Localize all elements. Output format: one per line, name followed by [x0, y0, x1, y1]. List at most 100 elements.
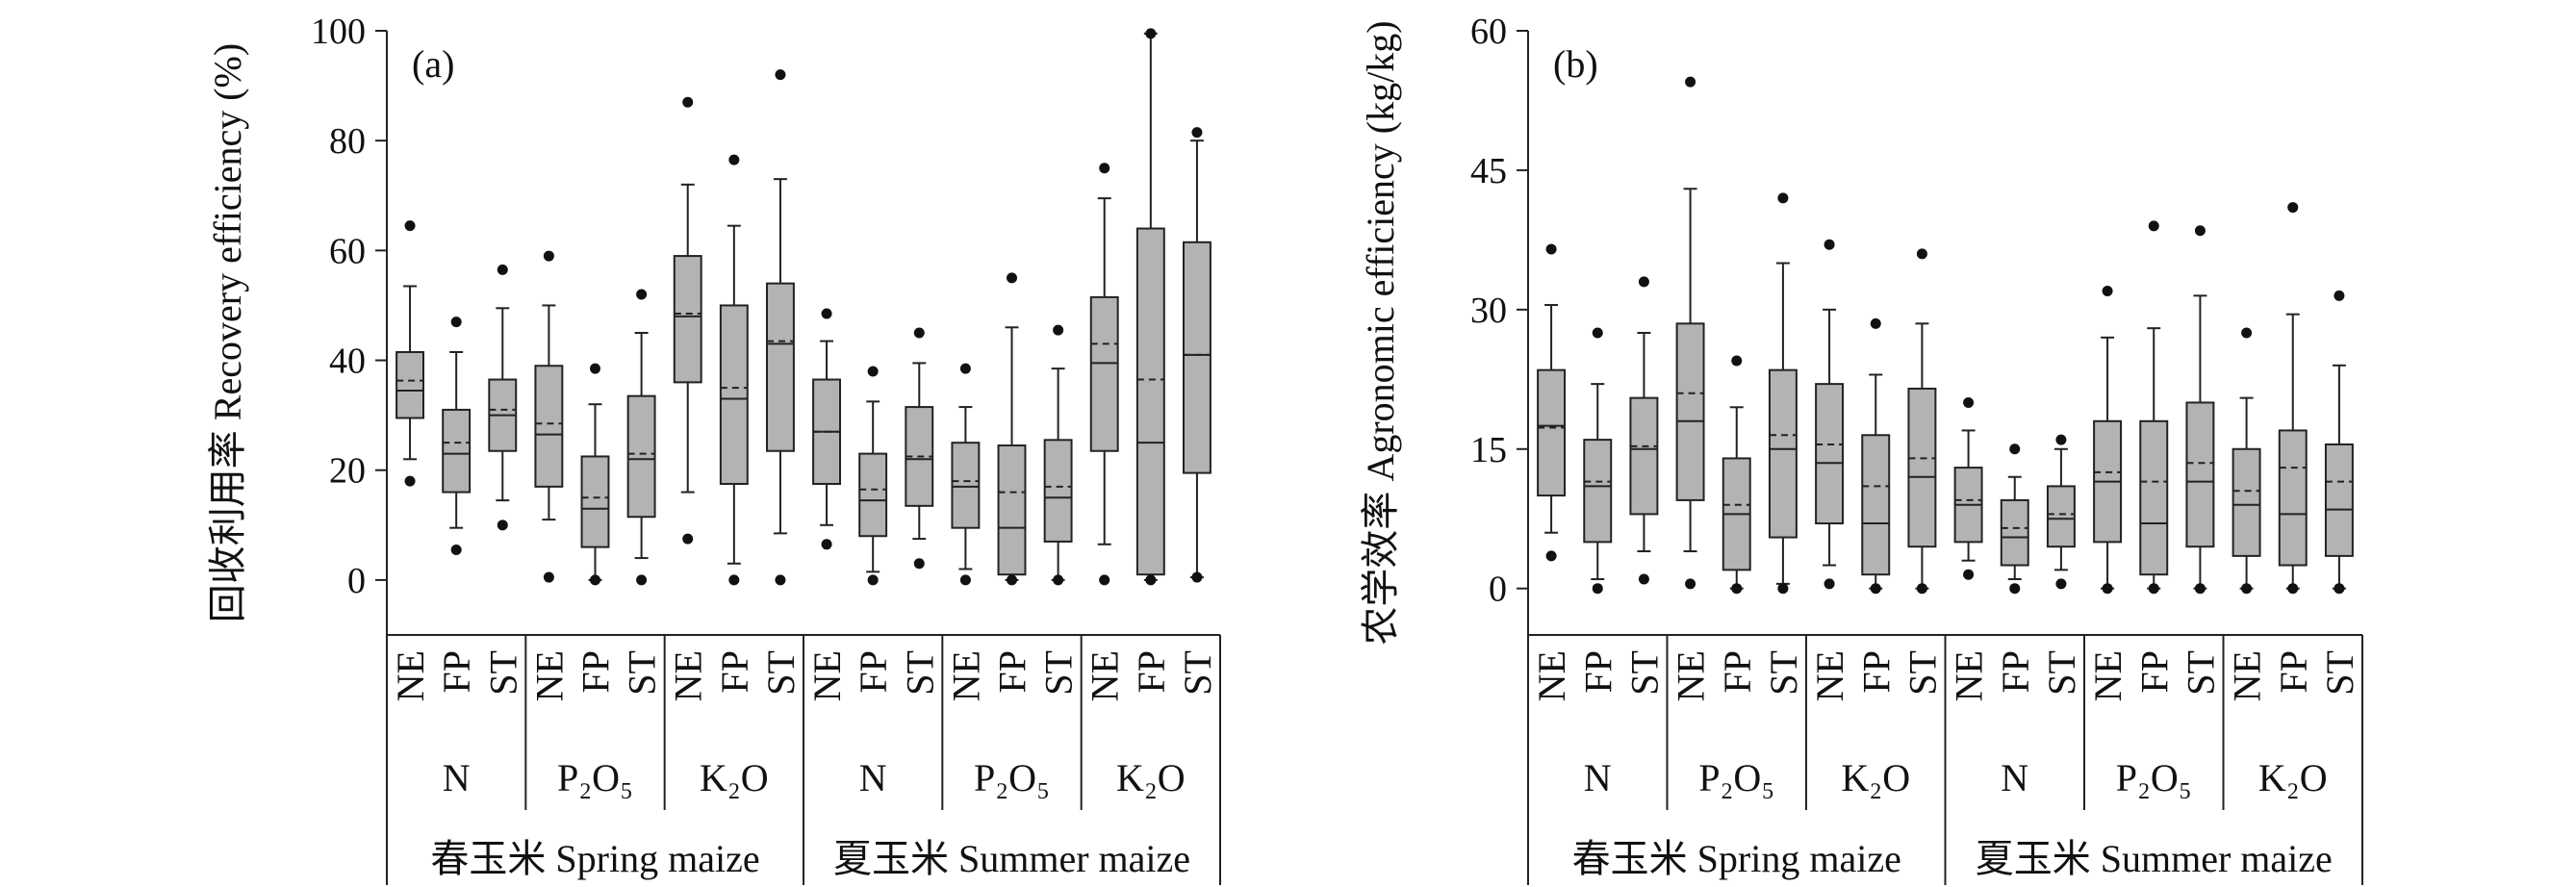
outlier-point [2009, 583, 2021, 595]
box-ne [1089, 163, 1119, 586]
outlier-point [867, 574, 879, 586]
box-ne [812, 308, 842, 550]
group-label: P₂O₅ [2116, 756, 2192, 799]
box-ne [534, 250, 564, 583]
box-fp [1861, 317, 1891, 595]
box-iqr [1861, 434, 1891, 576]
outlier-point [1638, 573, 1649, 585]
group-label: N [443, 756, 471, 799]
treatment-label: FP [435, 650, 478, 694]
treatment-label: NE [1530, 650, 1573, 701]
box-st [1907, 248, 1937, 595]
y-tick-label: 0 [1489, 570, 1507, 610]
outlier-point [2102, 583, 2113, 595]
outlier-point [450, 545, 462, 556]
box-st [1768, 192, 1798, 595]
box-ne [951, 363, 981, 586]
treatment-label: FP [852, 650, 895, 694]
box-iqr [1089, 295, 1119, 452]
y-axis-label: 农学效率 Agronomic efficiency (kg/kg) [1359, 20, 1402, 645]
outlier-point [1963, 569, 1975, 580]
outlier-point [2055, 434, 2067, 445]
treatment-label: ST [1037, 650, 1081, 696]
box-ne [673, 96, 702, 545]
outlier-point [1824, 239, 1835, 250]
treatment-label: ST [621, 650, 664, 696]
outlier-point [1777, 583, 1789, 595]
group-label: K₂O [2258, 756, 2328, 799]
box-iqr [858, 452, 888, 538]
box-fp [719, 154, 749, 586]
crop-label: 春玉米 Spring maize [430, 837, 759, 880]
outlier-point [590, 363, 600, 374]
outlier-point [1870, 583, 1881, 595]
crop-label: 夏玉米 Summer maize [1976, 837, 2333, 880]
outlier-point [1145, 574, 1157, 586]
treatment-label: NE [944, 650, 987, 701]
outlier-point [2148, 583, 2159, 595]
outlier-point [2055, 578, 2067, 590]
outlier-point [2009, 444, 2021, 455]
outlier-point [959, 363, 971, 374]
box-st [2185, 225, 2215, 595]
box-iqr [997, 444, 1027, 576]
box-iqr [1629, 396, 1659, 516]
outlier-point [1916, 248, 1927, 260]
treatment-label: FP [2132, 650, 2176, 694]
box-fp [2278, 202, 2308, 595]
box-iqr [1675, 322, 1705, 501]
outlier-point [682, 533, 694, 545]
box-st [2324, 290, 2354, 595]
group-label: K₂O [700, 756, 769, 799]
treatment-label: NE [389, 650, 432, 701]
box-ne [395, 220, 425, 487]
box-iqr [1537, 368, 1567, 497]
y-tick-label: 0 [347, 561, 366, 601]
y-tick-label: 100 [311, 12, 366, 52]
treatment-label: FP [1576, 650, 1620, 694]
outlier-point [1007, 574, 1017, 586]
box-ne [2232, 327, 2261, 595]
treatment-label: NE [1808, 650, 1851, 701]
box-iqr [1043, 439, 1073, 543]
y-tick-label: 30 [1470, 291, 1507, 331]
box-fp [997, 272, 1027, 586]
outlier-point [913, 327, 925, 339]
outlier-point [1053, 324, 1064, 336]
box-st [1043, 324, 1073, 586]
treatment-label: ST [1622, 650, 1666, 696]
box-ne [1815, 239, 1845, 590]
outlier-point [1638, 276, 1649, 288]
outlier-point [1731, 583, 1743, 595]
treatment-label: FP [1994, 650, 2037, 694]
outlier-point [1191, 127, 1203, 139]
y-tick-label: 20 [329, 451, 366, 492]
box-iqr [580, 455, 610, 548]
outlier-point [636, 289, 648, 300]
y-tick-label: 60 [329, 231, 366, 271]
treatment-label: FP [1130, 650, 1173, 694]
treatment-label: NE [667, 650, 710, 701]
box-iqr [534, 365, 564, 488]
outlier-point [2194, 225, 2206, 237]
outlier-point [404, 220, 416, 232]
box-iqr [2000, 498, 2029, 567]
outlier-point [543, 250, 554, 262]
outlier-point [775, 574, 786, 586]
box-iqr [2046, 485, 2076, 548]
treatment-label: NE [1084, 650, 1127, 701]
outlier-point [1870, 317, 1881, 329]
group-label: N [1584, 756, 1612, 799]
box-iqr [1815, 383, 1845, 525]
box-iqr [626, 394, 656, 519]
outlier-point [913, 558, 925, 570]
treatment-label: ST [481, 650, 524, 696]
outlier-point [682, 96, 694, 108]
treatment-label: NE [805, 650, 849, 701]
outlier-point [1731, 355, 1743, 367]
treatment-label: NE [2086, 650, 2130, 701]
treatment-label: FP [574, 650, 618, 694]
box-st [488, 264, 518, 531]
box-st [2046, 434, 2076, 590]
